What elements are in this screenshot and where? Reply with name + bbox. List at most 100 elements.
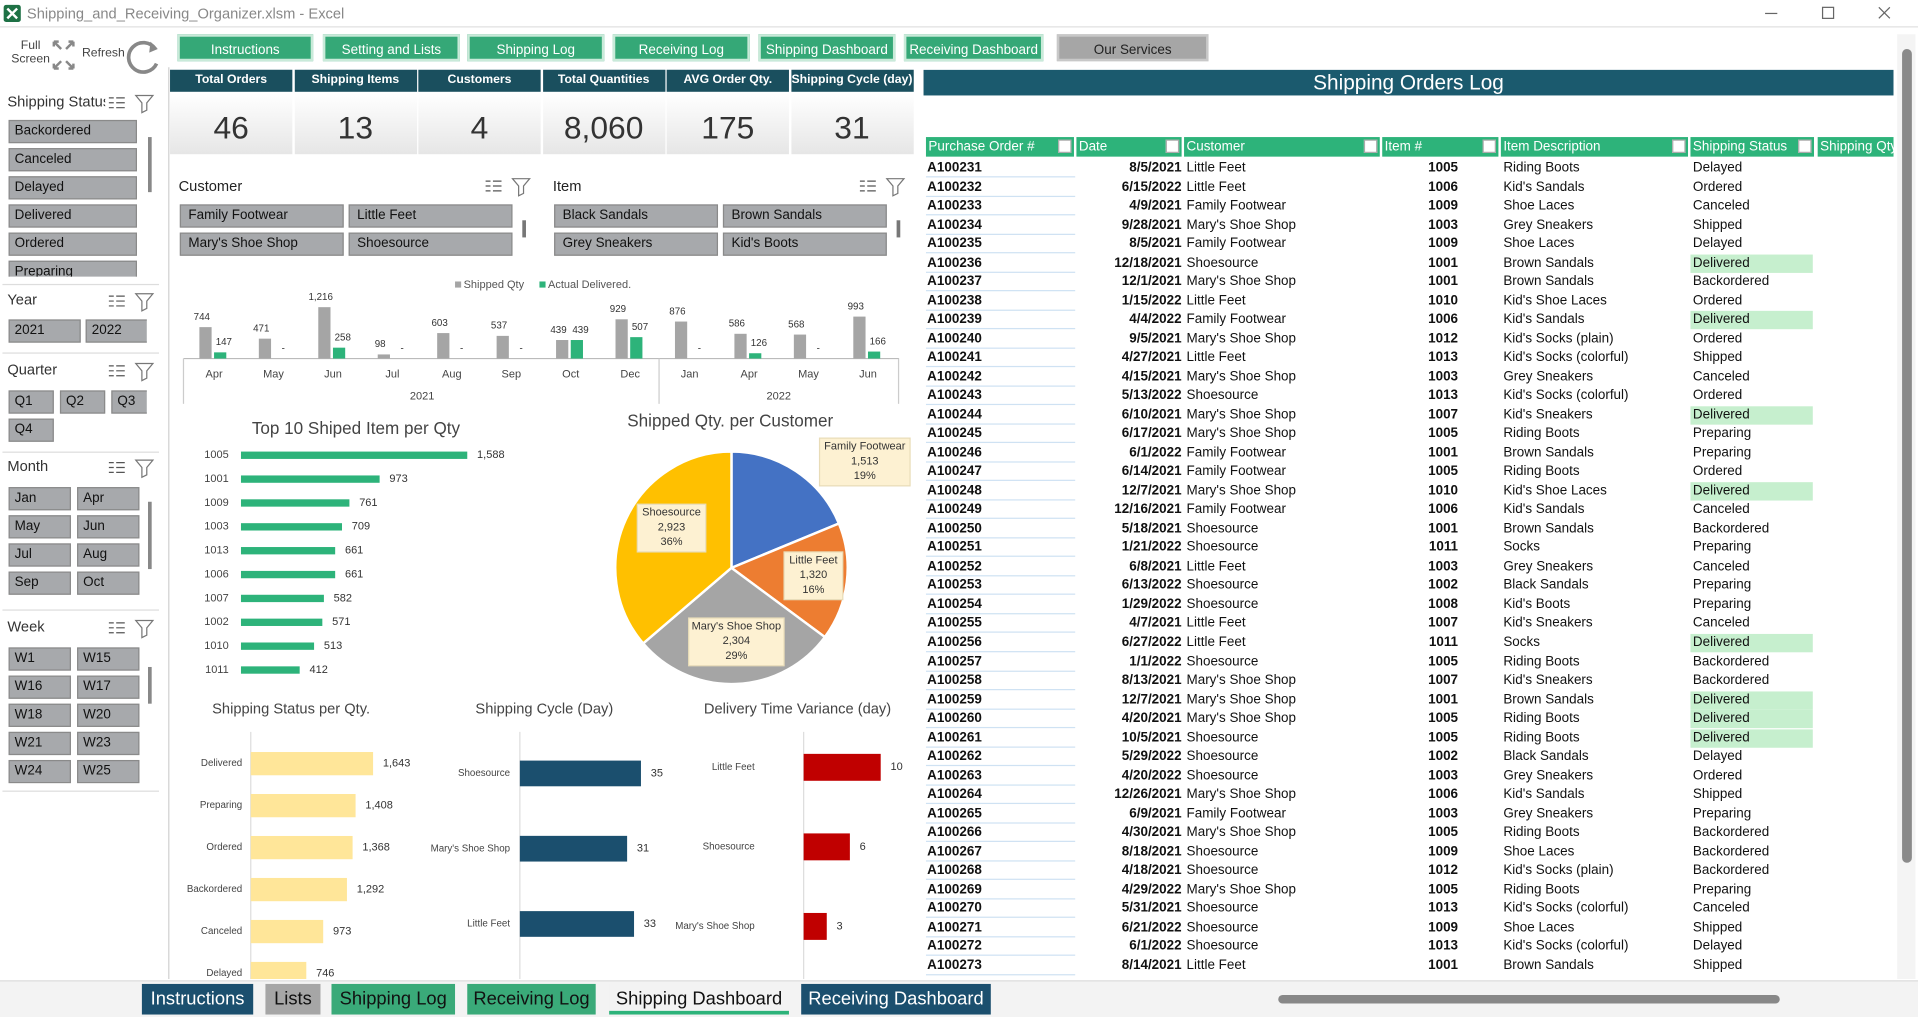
column-header[interactable]: Shipping Qty xyxy=(1817,137,1894,157)
slicer-item[interactable]: Q2 xyxy=(59,390,106,414)
refresh-label[interactable]: Refresh xyxy=(81,46,125,60)
bar xyxy=(803,912,827,940)
table-cell: 4/9/2021 xyxy=(1129,198,1182,213)
tab-nav-left[interactable] xyxy=(32,989,44,1006)
nav-button[interactable]: Receiving Log xyxy=(612,34,750,62)
filter-dropdown[interactable] xyxy=(1798,139,1812,153)
slicer-item[interactable]: W18 xyxy=(8,703,71,727)
slicer-item[interactable]: W20 xyxy=(77,703,140,727)
sheet-tab[interactable]: Shipping Dashboard xyxy=(609,983,789,1015)
column-header[interactable]: Shipping Status xyxy=(1690,137,1815,157)
filter-dropdown[interactable] xyxy=(1672,139,1686,153)
filter-dropdown[interactable] xyxy=(1482,139,1496,153)
table-cell: Delivered xyxy=(1690,405,1813,425)
table-cell: Shipped xyxy=(1692,920,1743,935)
filter-item[interactable]: Family Footwear xyxy=(179,204,344,228)
sheet-tab[interactable]: Instructions xyxy=(141,983,254,1015)
slicer-item[interactable]: Ordered xyxy=(8,232,137,256)
slicer-item[interactable]: W16 xyxy=(8,675,71,699)
table-cell: Socks xyxy=(1503,540,1540,555)
sheet-tab[interactable]: Shipping Log xyxy=(331,983,456,1015)
nav-button[interactable]: Receiving Dashboard xyxy=(903,34,1044,62)
refresh-icon[interactable] xyxy=(126,40,159,74)
filter-dropdown[interactable] xyxy=(1363,139,1378,153)
slicer-item[interactable]: W1 xyxy=(8,647,71,671)
row-rule xyxy=(925,708,1076,710)
slicer-item[interactable]: Jan xyxy=(8,487,71,511)
slicer-item[interactable]: W23 xyxy=(77,731,140,756)
full-screen-label[interactable]: Full Screen xyxy=(11,39,50,67)
slicer-item[interactable]: Oct xyxy=(77,571,140,595)
sheet-tab[interactable]: Lists xyxy=(265,983,321,1015)
slicer-item[interactable]: W17 xyxy=(77,675,140,699)
slicer-item[interactable]: Sep xyxy=(8,571,71,595)
filter-item[interactable]: Little Feet xyxy=(348,204,513,228)
slicer-item[interactable]: Q3 xyxy=(111,390,147,414)
horizontal-scrollbar[interactable] xyxy=(1278,994,1780,1004)
filter-item[interactable]: Shoesource xyxy=(348,232,513,256)
filter-item[interactable]: Brown Sandals xyxy=(722,204,887,228)
y-tick-label: 1011 xyxy=(205,664,229,676)
slicer-item[interactable]: Q1 xyxy=(8,390,54,414)
table-cell: Kid's Socks (plain) xyxy=(1503,863,1614,878)
column-header[interactable]: Item Description xyxy=(1500,137,1689,157)
slicer-item[interactable]: Canceled xyxy=(8,148,137,172)
table-cell: Delayed xyxy=(1692,236,1743,251)
slicer-item[interactable]: Q4 xyxy=(8,418,54,442)
slicer-item[interactable]: Aug xyxy=(77,543,140,567)
close-button[interactable] xyxy=(1878,6,1891,19)
slicer-item[interactable]: W24 xyxy=(8,759,71,784)
table-cell: 1013 xyxy=(1428,388,1459,403)
nav-button[interactable]: Instructions xyxy=(177,34,314,62)
table-cell: 5/31/2021 xyxy=(1121,901,1182,916)
slicer-item[interactable]: Delayed xyxy=(8,176,137,200)
filter-item[interactable]: Kid's Boots xyxy=(722,232,887,256)
slicer-item[interactable]: Jul xyxy=(8,543,71,567)
full-screen-icon[interactable] xyxy=(52,40,75,70)
table-cell: 1003 xyxy=(1428,559,1459,574)
column-header[interactable]: Customer xyxy=(1184,137,1380,157)
bar xyxy=(214,352,227,359)
bar xyxy=(519,911,635,937)
filter-item[interactable]: Grey Sneakers xyxy=(554,232,719,256)
slicer-item[interactable]: Apr xyxy=(77,487,140,511)
row-rule xyxy=(925,214,1076,216)
filter-dropdown[interactable] xyxy=(1058,139,1072,153)
slicer-item[interactable]: May xyxy=(8,515,71,539)
slicer-item[interactable]: W25 xyxy=(77,759,140,784)
filter-dropdown[interactable] xyxy=(1165,139,1180,153)
sheet-tab[interactable]: Receiving Log xyxy=(467,983,596,1015)
slicer-item[interactable]: W15 xyxy=(77,647,140,671)
filter-item[interactable]: Black Sandals xyxy=(554,204,719,228)
nav-button[interactable]: Shipping Log xyxy=(467,34,605,62)
filter-item[interactable]: Mary's Shoe Shop xyxy=(179,232,344,256)
table-cell: A100255 xyxy=(927,616,982,631)
column-header[interactable]: Purchase Order # xyxy=(925,137,1074,157)
slicer-item[interactable]: W21 xyxy=(8,731,71,756)
slicer-item[interactable]: 2022 xyxy=(85,319,147,343)
slicer-item[interactable]: Backordered xyxy=(8,119,137,144)
table-cell: A100257 xyxy=(927,654,982,669)
slicer-item[interactable]: Preparing xyxy=(8,260,137,277)
table-cell: 1006 xyxy=(1428,179,1459,194)
table-cell: Brown Sandals xyxy=(1503,255,1594,270)
table-cell: Ordered xyxy=(1692,331,1743,346)
nav-button[interactable]: Shipping Dashboard xyxy=(758,34,896,62)
x-tick-label: Aug xyxy=(442,368,462,380)
slicer-item[interactable]: 2021 xyxy=(8,319,81,343)
slicer-items: Jan Apr May Jun Jul Aug Sep Oct xyxy=(0,486,147,602)
restore-button[interactable] xyxy=(1821,6,1835,19)
table-cell: 4/20/2021 xyxy=(1121,711,1182,726)
table-cell: A100241 xyxy=(927,350,982,365)
column-header[interactable]: Item # xyxy=(1382,137,1499,157)
nav-button[interactable]: Our Services xyxy=(1056,34,1209,62)
nav-button[interactable]: Setting and Lists xyxy=(322,34,460,62)
slicer-item[interactable]: Jun xyxy=(77,515,140,539)
value-label: 571 xyxy=(332,616,350,628)
slicer-item[interactable]: Delivered xyxy=(8,204,137,228)
sheet-tab[interactable]: Receiving Dashboard xyxy=(801,983,991,1015)
column-header[interactable]: Date xyxy=(1076,137,1182,157)
scrollbar-thumb[interactable] xyxy=(1902,48,1912,863)
bar xyxy=(630,337,643,359)
